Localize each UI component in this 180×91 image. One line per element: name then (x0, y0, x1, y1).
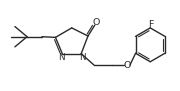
Text: O: O (92, 18, 100, 27)
Text: F: F (148, 20, 154, 29)
Text: N: N (58, 53, 64, 62)
Text: N: N (79, 53, 85, 62)
Text: O: O (123, 61, 131, 70)
